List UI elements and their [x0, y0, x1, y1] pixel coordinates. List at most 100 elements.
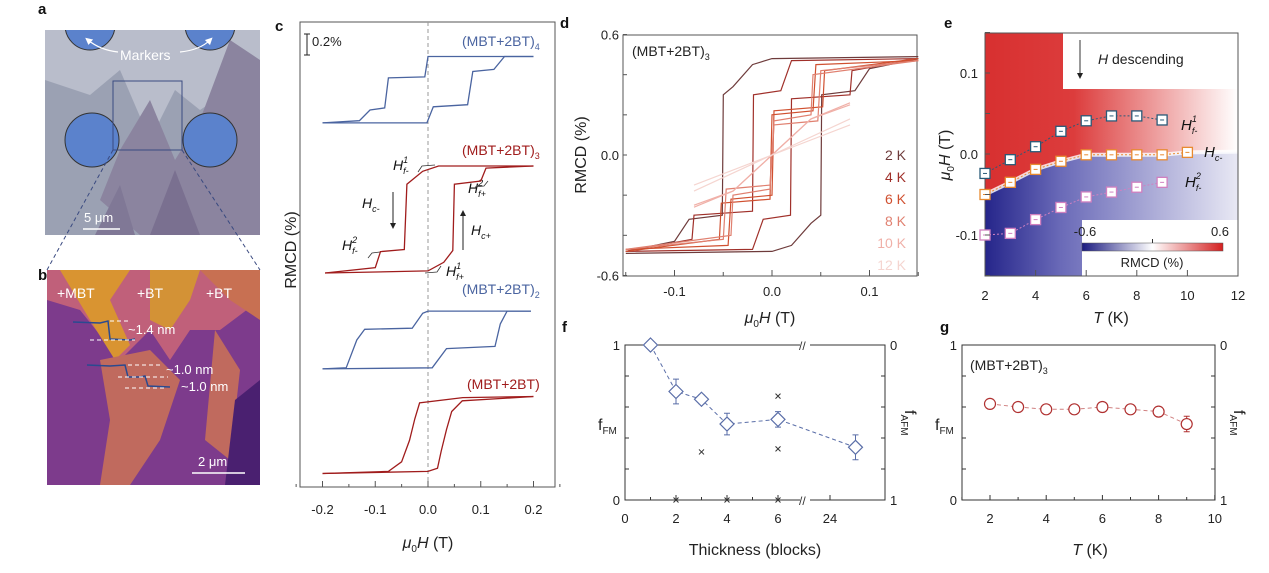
x-tick-label: 0.2 [524, 502, 542, 517]
y-axis-label: fFM [935, 417, 954, 437]
x-tick-label: 4 [1043, 511, 1050, 526]
y2-axis-label: fAFM [898, 410, 918, 436]
loop-descending-2K [625, 56, 919, 252]
sweep-direction-label: H descending [1098, 51, 1184, 67]
x-tick-label: 0.0 [419, 502, 437, 517]
y-tick-label: 1 [950, 338, 957, 353]
series-label: (MBT+2BT)3 [462, 142, 540, 161]
panel-c-label: c [275, 18, 283, 35]
data-point-circle [1152, 405, 1165, 418]
marker-circle [185, 30, 235, 51]
y-tick-label: -0.6 [597, 268, 619, 283]
legend-entry: 10 K [877, 235, 906, 251]
data-point-diamond [770, 411, 786, 428]
x-tick-label: -0.2 [311, 502, 333, 517]
x-tick-label: 6 [774, 511, 781, 526]
annotation-hf2-minus: H2 f- [342, 235, 358, 256]
hysteresis-descending-branch [322, 55, 534, 124]
y-tick-label: 1 [613, 338, 620, 353]
x-axis-label: T (K) [1093, 310, 1129, 327]
plot-frame [624, 344, 886, 501]
x-tick-label: 24 [823, 511, 837, 526]
legend-entry: 12 K [877, 257, 906, 273]
panel-a-label: a [38, 1, 47, 18]
region-label: +MBT [57, 285, 95, 301]
hysteresis-descending-branch [322, 310, 531, 370]
data-point-diamond [847, 439, 864, 456]
legend-entry: 4 K [885, 169, 907, 185]
x-tick-label: 4 [723, 511, 730, 526]
y-tick-label: 0.1 [960, 66, 978, 81]
panel-b-label: b [38, 267, 47, 284]
series-dashed-line [650, 344, 856, 448]
colorbar [1081, 242, 1224, 252]
panel-c-chart: 0.2% (MBT+2BT)4 (MBT+2BT)3 (MBT+2BT)2 (M… [283, 21, 561, 555]
series-label: H2 f- [1185, 171, 1201, 193]
afm-image [47, 270, 260, 485]
y2-tick-label: 0 [890, 338, 897, 353]
step-height-label: ~1.0 nm [181, 379, 228, 394]
x-tick-label: 0.1 [860, 284, 878, 299]
x-tick-label: 0 [621, 511, 628, 526]
data-point-cross [775, 445, 781, 452]
data-point-circle [1011, 400, 1025, 414]
region-label: +BT [206, 285, 233, 301]
panel-d-label: d [560, 15, 569, 32]
data-point-circle [1040, 403, 1053, 416]
x-tick-label: 10 [1180, 288, 1194, 303]
loop-ascending-8K [625, 60, 919, 250]
x-axis-label: μ0H (T) [744, 310, 796, 330]
zoom-line [46, 149, 114, 271]
x-tick-label: 6 [1099, 511, 1106, 526]
data-point-circle [983, 397, 997, 410]
loop-descending-4K [625, 58, 919, 252]
annotation-hf2-plus: H2 f+ [468, 178, 486, 199]
scale-bar-label: 0.2% [312, 34, 342, 49]
region-label: +BT [137, 285, 164, 301]
panel-e-chart: H descending -0.6 0.6 RMCD (%) H1 f- Hc- … [937, 32, 1245, 327]
series-label: (MBT+2BT) [467, 376, 540, 392]
panel-g-label: g [940, 319, 949, 336]
loop-descending-6K [625, 60, 919, 252]
hysteresis-ascending-branch [322, 395, 534, 475]
y-axis-label: RMCD (%) [573, 116, 590, 193]
sample-label: (MBT+2BT)3 [632, 43, 710, 62]
panel-e-label: e [944, 15, 952, 32]
data-point-diamond [642, 337, 659, 353]
marker-circle [64, 112, 120, 168]
legend-entry: 6 K [885, 191, 907, 207]
data-point-cross [775, 497, 781, 503]
panel-f-label: f [562, 319, 568, 336]
y-tick-label: 0.0 [960, 147, 978, 162]
zoom-region-box [112, 80, 183, 151]
axis-break-icon: // [799, 494, 806, 508]
marker-circle [65, 30, 115, 51]
colorbar-max: 0.6 [1211, 224, 1229, 239]
y-tick-label: -0.1 [956, 228, 978, 243]
x-tick-label: 0.0 [763, 284, 781, 299]
data-point-cross [698, 449, 705, 455]
x-tick-label: 0.1 [472, 502, 490, 517]
hysteresis-ascending-branch [322, 310, 531, 370]
loop-ascending-12K [693, 118, 851, 186]
x-tick-label: 2 [672, 511, 679, 526]
y2-tick-label: 1 [890, 493, 897, 508]
x-tick-label: -0.1 [663, 284, 685, 299]
y-axis-label: fFM [598, 417, 617, 437]
data-point-cross [775, 393, 781, 400]
step-height-label: ~1.4 nm [128, 322, 175, 337]
plot-frame [961, 344, 1216, 501]
data-point-circle [1068, 403, 1081, 416]
y-tick-label: 0 [613, 493, 620, 508]
hysteresis-descending-branch [325, 165, 534, 274]
legend-entry: 8 K [885, 213, 907, 229]
y-tick-label: 0.0 [601, 148, 619, 163]
x-tick-label: 2 [986, 511, 993, 526]
markers-label: Markers [120, 47, 171, 63]
x-tick-label: 4 [1032, 288, 1039, 303]
data-point-diamond [693, 391, 710, 408]
y-tick-label: 0 [950, 493, 957, 508]
